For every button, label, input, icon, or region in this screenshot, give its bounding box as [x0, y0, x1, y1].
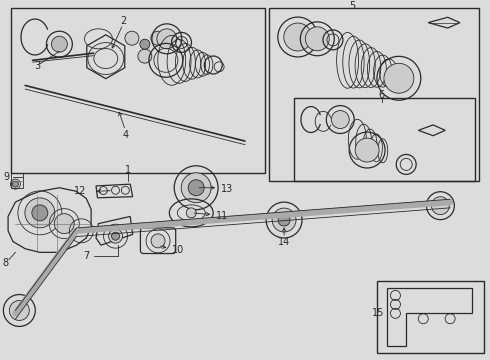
Circle shape	[12, 181, 19, 187]
Bar	[377, 281, 484, 353]
Text: 15: 15	[372, 309, 385, 318]
Text: 2: 2	[120, 16, 126, 26]
Text: 8: 8	[2, 258, 9, 268]
Bar	[294, 98, 475, 181]
Text: 12: 12	[74, 186, 86, 196]
Circle shape	[278, 214, 290, 226]
Circle shape	[355, 138, 379, 162]
Circle shape	[181, 173, 211, 203]
Text: 5: 5	[349, 1, 356, 11]
Text: 10: 10	[172, 245, 184, 255]
Text: 1: 1	[124, 165, 131, 175]
Circle shape	[125, 31, 139, 45]
Text: 9: 9	[3, 172, 9, 182]
Circle shape	[272, 208, 296, 232]
Circle shape	[151, 31, 165, 45]
Circle shape	[331, 111, 349, 129]
Circle shape	[305, 27, 329, 51]
Circle shape	[138, 49, 152, 63]
Circle shape	[384, 63, 414, 93]
Circle shape	[112, 232, 120, 240]
Circle shape	[151, 234, 165, 248]
Circle shape	[25, 198, 55, 228]
Text: 6: 6	[379, 90, 385, 100]
Circle shape	[188, 180, 204, 196]
Circle shape	[140, 39, 150, 49]
Text: 7: 7	[83, 251, 90, 261]
Circle shape	[32, 205, 48, 221]
Circle shape	[51, 36, 67, 52]
Bar	[270, 8, 480, 181]
Circle shape	[9, 301, 29, 320]
Circle shape	[186, 208, 196, 218]
Text: 14: 14	[278, 237, 290, 247]
Circle shape	[431, 197, 449, 215]
Circle shape	[54, 213, 74, 234]
Bar	[10, 8, 265, 174]
Text: 13: 13	[221, 184, 233, 194]
Text: 3: 3	[34, 62, 41, 71]
Text: 4: 4	[122, 130, 128, 140]
Circle shape	[157, 29, 177, 49]
Circle shape	[109, 229, 122, 243]
Text: 11: 11	[216, 211, 228, 221]
Circle shape	[284, 23, 312, 51]
